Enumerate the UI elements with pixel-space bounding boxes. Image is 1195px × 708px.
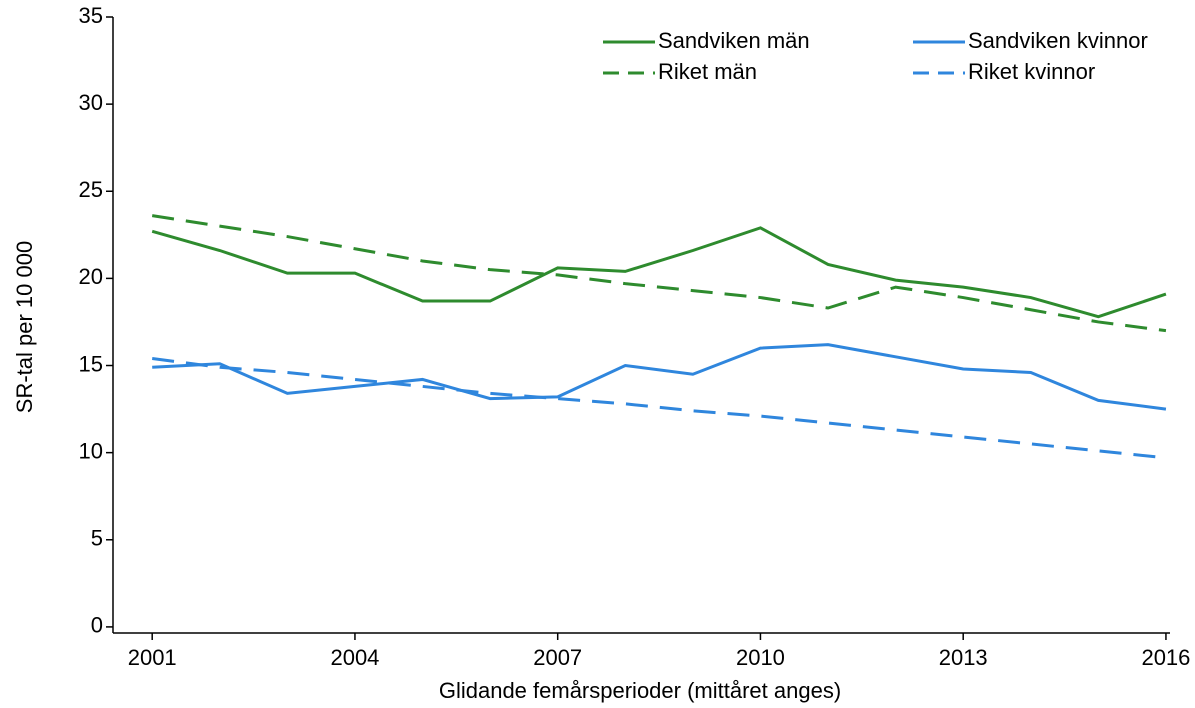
y-tick-label: 25	[79, 177, 103, 202]
y-axis-label: SR-tal per 10 000	[12, 241, 37, 413]
x-tick-label: 2010	[736, 645, 785, 670]
series-line	[152, 343, 1167, 411]
series-line	[151, 214, 1167, 333]
legend-label: Sandviken kvinnor	[968, 28, 1148, 53]
y-tick-label: 35	[79, 3, 103, 28]
legend-label: Riket män	[658, 59, 757, 84]
series-line	[151, 226, 1167, 319]
y-tick-label: 20	[79, 264, 103, 289]
legend-label: Riket kvinnor	[968, 59, 1095, 84]
x-tick-label: 2016	[1141, 645, 1190, 670]
y-tick-label: 30	[79, 90, 103, 115]
x-tick-label: 2001	[128, 645, 177, 670]
y-tick-label: 15	[79, 351, 103, 376]
y-tick-label: 10	[79, 438, 103, 463]
x-axis-label: Glidande femårsperioder (mittåret anges)	[439, 678, 841, 703]
y-tick-label: 0	[91, 613, 103, 638]
x-tick-label: 2004	[330, 645, 379, 670]
y-tick-label: 5	[91, 526, 103, 551]
x-tick-label: 2013	[939, 645, 988, 670]
x-tick-label: 2007	[533, 645, 582, 670]
legend-label: Sandviken män	[658, 28, 810, 53]
series-line	[152, 357, 1167, 460]
